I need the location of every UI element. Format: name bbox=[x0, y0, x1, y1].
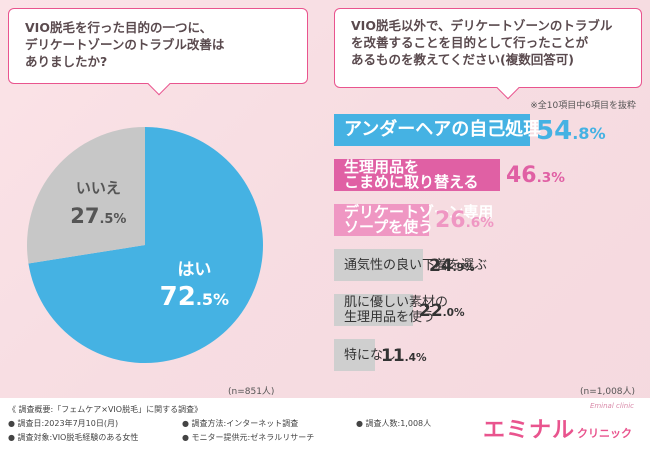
left-question-line: VIO脱毛を行った目的の一つに、 bbox=[25, 20, 213, 35]
brand-name: エミナル bbox=[482, 418, 575, 443]
right-question-line: あるものを教えてください(複数回答可) bbox=[351, 52, 574, 67]
bar bbox=[334, 339, 375, 371]
pie-label: はい bbox=[177, 260, 211, 280]
bar-label: アンダーヘアの自己処理 bbox=[344, 119, 542, 140]
bar-value: 54.8% bbox=[536, 116, 606, 146]
brand-english: Eminal clinic bbox=[589, 402, 634, 410]
bar-value: 11.4% bbox=[381, 345, 427, 366]
bar-label: 肌に優しい素材の 生理用品を使う bbox=[344, 295, 449, 325]
pie-value: 72.5% bbox=[160, 282, 229, 312]
survey-count: ● 調査人数:1,008人 bbox=[356, 419, 432, 428]
right-question-line: VIO脱毛以外で、デリケートゾーンのトラブル bbox=[351, 18, 613, 33]
survey-method: ● 調査方法:インターネット調査 bbox=[182, 419, 299, 428]
bar-label: 生理用品を こまめに取り替える bbox=[344, 158, 479, 191]
right-question-bubble: VIO脱毛以外で、デリケートゾーンのトラブル を改善することを目的として行ったこ… bbox=[334, 8, 642, 100]
left-sample-size: (n=851人) bbox=[228, 387, 275, 397]
bar bbox=[334, 204, 429, 236]
bar-label: 通気性の良い下着を選ぶ bbox=[344, 258, 488, 273]
pie-slice-no bbox=[26, 127, 145, 264]
left-question-line: ありましたか? bbox=[25, 54, 108, 69]
bar bbox=[334, 114, 530, 146]
bar bbox=[334, 159, 500, 191]
bubble-tail bbox=[496, 76, 520, 100]
bar-label: デリケートゾーン専用 ソープを使う bbox=[344, 203, 494, 236]
survey-target: ● 調査対象:VIO脱毛経験のある女性 bbox=[8, 433, 139, 442]
pie-label: いいえ bbox=[76, 179, 121, 197]
survey-provider: ● モニター提供元:ゼネラルリサーチ bbox=[182, 433, 315, 442]
left-question-bubble: VIO脱毛を行った目的の一つに、 デリケートゾーンのトラブル改善は ありましたか… bbox=[8, 8, 308, 96]
survey-date: ● 調査日:2023年7月10日(月) bbox=[8, 419, 119, 428]
pie-value: 27.5% bbox=[70, 204, 126, 228]
bar-label: 特になし bbox=[344, 348, 397, 363]
bar-value: 26.6% bbox=[435, 208, 494, 233]
bar bbox=[334, 249, 423, 281]
pie-slice-yes bbox=[28, 127, 264, 363]
selection-note: ※全10項目中6項目を抜粋 bbox=[530, 101, 636, 111]
brand-sub: クリニック bbox=[577, 427, 632, 440]
right-sample-size: (n=1,008人) bbox=[580, 387, 636, 397]
left-question-line: デリケートゾーンのトラブル改善は bbox=[25, 37, 225, 52]
survey-title: 《 調査概要:「フェムケア×VIO脱毛」に関する調査》 bbox=[8, 405, 203, 414]
bar-value: 24.9% bbox=[429, 255, 475, 276]
brand-logo: エミナル クリニック bbox=[483, 412, 632, 444]
bar-value: 22.0% bbox=[419, 300, 465, 321]
bar-value: 46.3% bbox=[506, 163, 565, 188]
footer: 《 調査概要:「フェムケア×VIO脱毛」に関する調査》 ● 調査日:2023年7… bbox=[0, 398, 650, 450]
right-question-line: を改善することを目的として行ったことが bbox=[351, 35, 589, 50]
bar bbox=[334, 294, 413, 326]
